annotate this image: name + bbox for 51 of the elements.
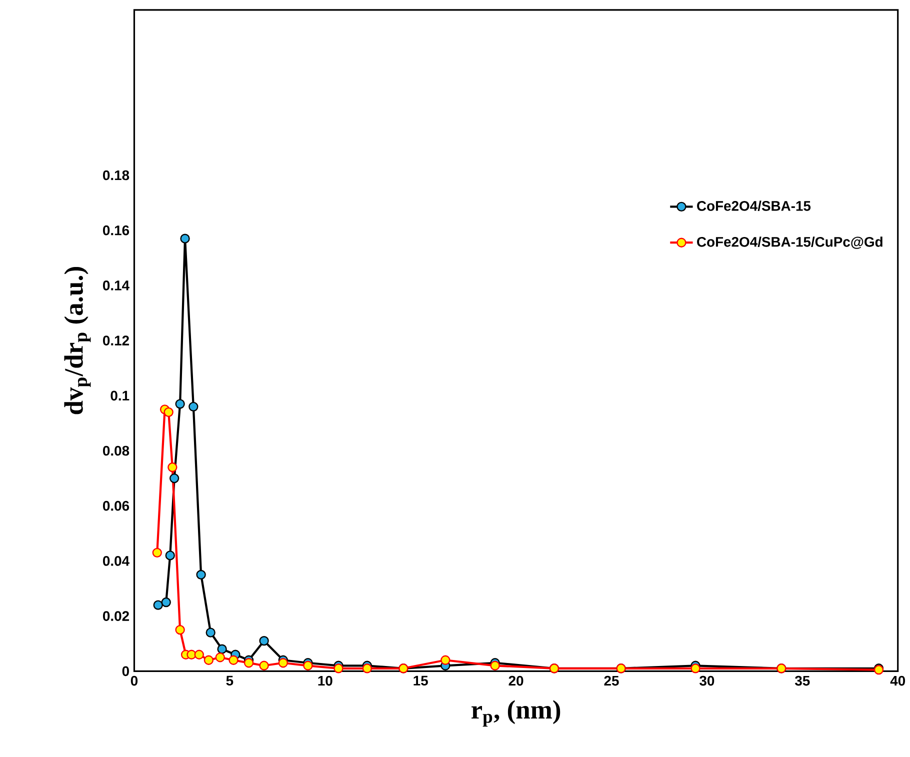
x-tick-label: 20 — [508, 676, 524, 686]
y-tick-label: 0.1 — [110, 390, 130, 401]
point — [690, 664, 700, 674]
point — [259, 660, 269, 671]
point — [303, 660, 313, 671]
point — [168, 462, 178, 472]
point — [169, 474, 180, 484]
point — [175, 399, 185, 409]
x-tick-label: 25 — [604, 676, 619, 686]
point — [215, 652, 225, 662]
y-axis-title: dv$_{p}$/dr$_{p}$ (a.u.) — [64, 267, 91, 414]
point — [217, 644, 227, 654]
y-tick-label: 0.02 — [103, 611, 129, 622]
point — [161, 598, 171, 608]
x-tick-label: 35 — [794, 676, 810, 686]
y-tick-label: 0.14 — [103, 280, 130, 291]
point — [152, 548, 162, 558]
x-tick-label: 5 — [226, 676, 234, 686]
point — [180, 234, 190, 244]
point — [188, 402, 198, 412]
point — [153, 600, 163, 610]
x-tick-label: 30 — [700, 676, 714, 686]
point — [175, 625, 185, 635]
x-axis-title: r$_{p}$, (nm) — [472, 700, 560, 727]
point — [259, 636, 269, 646]
y-tick-label: 0.18 — [103, 170, 130, 180]
y-tick-label: 0.12 — [103, 336, 129, 346]
y-tick-label: 0 — [122, 666, 129, 676]
point — [165, 550, 175, 560]
legend-label: CoFe2O4/SBA-15 — [697, 200, 811, 212]
legend-label: CoFe2O4/SBA-15/CuPc@Gd — [697, 236, 882, 250]
y-tick-label: 0.06 — [103, 501, 130, 511]
x-tick-label: 10 — [318, 676, 332, 686]
point — [440, 655, 450, 666]
point — [334, 664, 344, 674]
point — [164, 408, 174, 418]
point — [490, 660, 500, 671]
y-tick-label: 0.08 — [103, 446, 130, 456]
point — [244, 658, 254, 668]
point — [278, 658, 288, 668]
y-tick-label: 0.16 — [103, 226, 130, 236]
x-tick-label: 15 — [414, 676, 428, 686]
point — [362, 664, 372, 674]
x-tick-label: 0 — [130, 676, 138, 686]
point — [194, 650, 204, 660]
point — [204, 655, 214, 666]
point — [228, 655, 238, 666]
x-tick-label: 40 — [890, 676, 906, 686]
y-tick-label: 0.04 — [103, 556, 130, 566]
point — [196, 570, 206, 580]
point — [206, 628, 216, 638]
